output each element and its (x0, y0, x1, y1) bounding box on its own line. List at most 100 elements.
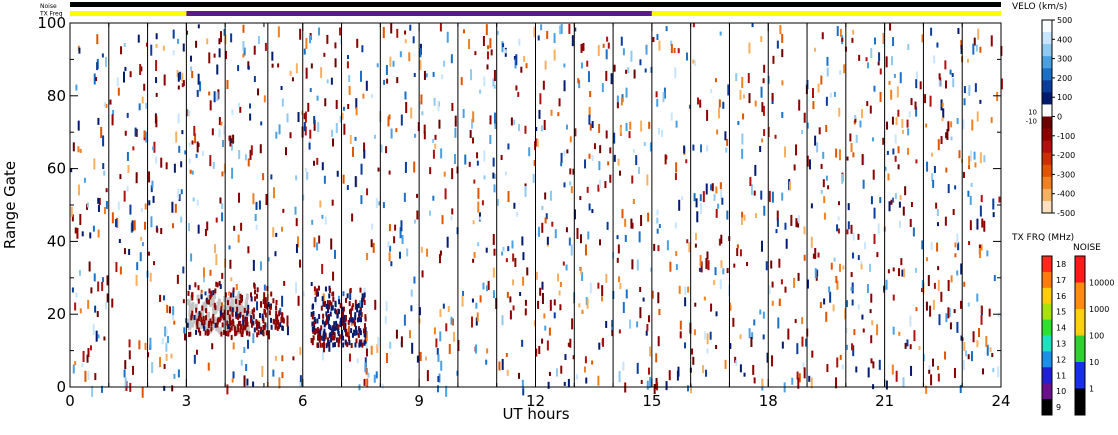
echo-cell (630, 218, 633, 229)
echo-cell (677, 366, 680, 377)
echo-cell (602, 337, 605, 347)
echo-cell (207, 322, 210, 328)
echo-cell (586, 298, 589, 309)
echo-cell (787, 328, 790, 340)
echo-cell (885, 279, 888, 290)
echo-cell (253, 327, 256, 333)
echo-cell (337, 328, 340, 334)
x-tick-label: 9 (414, 392, 424, 410)
echo-cell (227, 331, 230, 337)
echo-cell (515, 54, 518, 66)
echo-cell (713, 193, 716, 201)
echo-cell (220, 306, 223, 312)
velocity-tick-label: 100 (1057, 93, 1072, 102)
echo-cell (761, 102, 764, 113)
echo-cell (135, 128, 138, 137)
echo-cell (947, 184, 950, 194)
echo-cell (328, 304, 331, 310)
echo-cell (349, 288, 352, 300)
echo-cell (988, 308, 991, 317)
echo-cell (576, 227, 579, 239)
echo-cell (591, 208, 594, 213)
echo-cell (319, 342, 322, 348)
echo-cell (810, 203, 813, 209)
echo-cell (944, 60, 947, 70)
echo-cell (182, 80, 185, 87)
echo-cell (223, 309, 226, 315)
echo-cell (847, 221, 850, 230)
echo-cell (360, 70, 363, 82)
echo-cell (748, 328, 751, 339)
ground-scatter-cell (196, 294, 200, 301)
echo-cell (633, 69, 636, 79)
echo-cell (388, 114, 391, 120)
echo-cell (249, 318, 252, 324)
echo-cell (718, 238, 721, 246)
echo-cell (855, 134, 858, 143)
echo-cell (380, 144, 383, 153)
echo-cell (622, 361, 625, 371)
echo-cell (866, 283, 869, 293)
echo-cell (231, 378, 234, 383)
echo-cell (186, 322, 189, 328)
echo-cell (945, 132, 948, 139)
echo-cell (244, 154, 247, 161)
echo-cell (767, 127, 770, 138)
echo-cell (219, 197, 222, 204)
echo-cell (852, 232, 855, 241)
echo-cell (945, 167, 948, 173)
echo-cell (87, 299, 90, 309)
echo-cell (910, 365, 913, 376)
echo-cell (232, 134, 235, 144)
echo-cell (361, 293, 364, 299)
echo-cell (928, 369, 931, 374)
echo-cell (715, 186, 718, 194)
echo-cell (265, 330, 268, 336)
echo-cell (736, 244, 739, 249)
echo-cell (238, 102, 241, 107)
echo-cell (937, 139, 940, 151)
echo-cell (621, 209, 624, 219)
echo-cell (332, 271, 335, 281)
echo-cell (311, 219, 314, 225)
echo-cell (416, 355, 419, 363)
echo-cell (356, 307, 359, 313)
echo-cell (315, 291, 318, 297)
echo-cell (260, 121, 263, 126)
echo-cell (493, 248, 496, 256)
echo-cell (729, 343, 732, 350)
echo-cell (797, 215, 800, 224)
echo-cell (71, 214, 74, 222)
echo-cell (367, 372, 370, 378)
ground-scatter-cell (190, 304, 194, 311)
echo-cell (126, 185, 129, 192)
echo-cell (821, 32, 824, 40)
echo-cell (197, 143, 200, 148)
echo-cell (155, 77, 158, 84)
echo-cell (331, 326, 334, 332)
echo-cell (363, 149, 366, 159)
echo-cell (443, 60, 446, 67)
echo-cell (860, 261, 863, 267)
echo-cell (968, 241, 971, 246)
echo-cell (836, 280, 839, 290)
echo-cell (897, 164, 900, 170)
echo-cell (837, 228, 840, 234)
echo-cell (906, 119, 909, 128)
echo-cell (479, 295, 482, 303)
echo-cell (476, 312, 479, 322)
echo-cell (968, 155, 971, 165)
echo-cell (537, 35, 540, 41)
echo-cell (462, 290, 465, 296)
echo-cell (195, 307, 198, 313)
echo-cell (403, 192, 406, 202)
echo-cell (954, 242, 957, 248)
echo-cell (149, 337, 152, 349)
echo-cell (953, 367, 956, 378)
echo-cell (635, 155, 638, 166)
echo-cell (627, 67, 630, 74)
echo-cell (992, 212, 995, 218)
echo-cell (996, 91, 999, 101)
echo-cell (206, 299, 209, 305)
echo-cell (285, 147, 288, 156)
